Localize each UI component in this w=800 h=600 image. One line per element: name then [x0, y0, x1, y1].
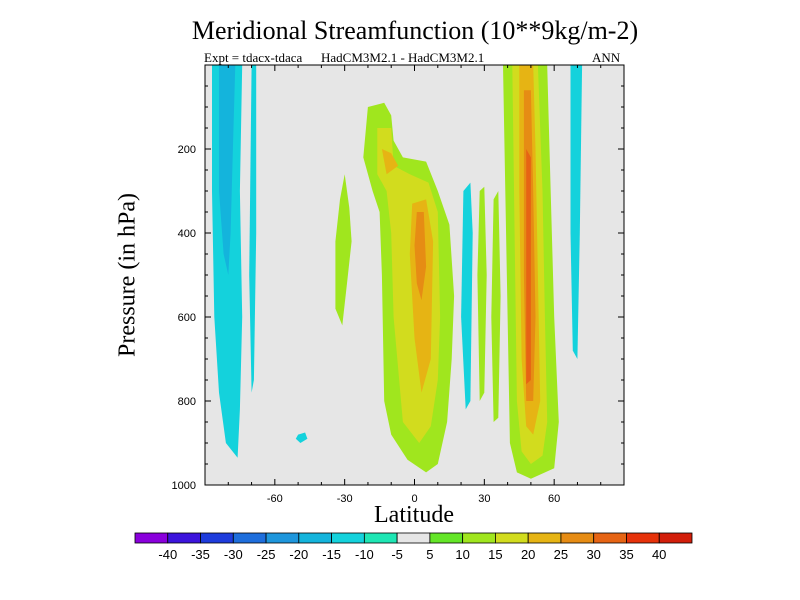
colorbar-label: -25 — [257, 547, 276, 562]
contour-region-blue-blob-south — [295, 432, 308, 443]
contour-region-cyan-strip-nh — [570, 65, 583, 359]
colorbar-swatch — [658, 532, 693, 544]
colorbar-swatch — [134, 532, 169, 544]
colorbar-label: -30 — [224, 547, 243, 562]
contour-region-green-lobe-subtropics — [335, 174, 352, 326]
contour-region-green-strip-b — [491, 191, 501, 422]
x-tick-label: -30 — [337, 493, 353, 505]
y-tick-label: 800 — [178, 396, 196, 408]
contour-region-yellow-cell — [381, 149, 399, 175]
colorbar-label: 10 — [455, 547, 469, 562]
colorbar-label: 15 — [488, 547, 502, 562]
experiment-label: Expt = tdacx-tdaca — [204, 50, 303, 65]
colorbar-label: 35 — [619, 547, 633, 562]
colorbar-swatch — [626, 532, 660, 544]
contour-region-green-strip-a — [477, 186, 487, 401]
colorbar-label: -20 — [289, 547, 308, 562]
x-tick-label: 60 — [548, 493, 560, 505]
colorbar-label: -40 — [158, 547, 177, 562]
x-tick-label: 0 — [411, 493, 417, 505]
y-tick-label: 400 — [178, 228, 196, 240]
y-tick-label: 600 — [178, 312, 196, 324]
colorbar-swatch — [429, 532, 464, 544]
colorbar-swatch — [232, 532, 267, 544]
model-comparison-label: HadCM3M2.1 - HadCM3M2.1 — [321, 50, 485, 65]
contour-region-orange-core — [414, 212, 427, 301]
colorbar-label: 40 — [652, 547, 666, 562]
colorbar-label: 20 — [521, 547, 535, 562]
colorbar-swatch — [298, 532, 332, 544]
colorbar-label: -35 — [191, 547, 210, 562]
colorbar-label: 5 — [426, 547, 433, 562]
colorbar-swatch — [331, 532, 365, 544]
colorbar-swatch — [167, 532, 201, 544]
chart-title: Meridional Streamfunction (10**9kg/m-2) — [191, 16, 639, 45]
colorbar-swatch — [396, 532, 431, 544]
colorbar-label: 30 — [586, 547, 600, 562]
contour-region-blue-band-left-inner — [219, 65, 236, 275]
colorbar-label: 25 — [554, 547, 568, 562]
colorbar-swatch — [265, 532, 300, 544]
y-tick-label: 200 — [178, 144, 196, 156]
x-tick-label: -60 — [267, 493, 283, 505]
colorbar-label: -5 — [391, 547, 403, 562]
colorbar-swatch — [495, 532, 529, 544]
contour-region-cyan-mid-strip — [461, 182, 473, 410]
x-tick-label: 30 — [478, 493, 490, 505]
x-axis-label: Latitude — [374, 502, 454, 528]
colorbar-swatch — [363, 532, 398, 544]
y-tick-label: 1000 — [172, 480, 196, 492]
colorbar-label: -15 — [322, 547, 341, 562]
colorbar-swatch — [462, 532, 496, 544]
colorbar-label: -10 — [355, 547, 374, 562]
contour-region-dark-orange-core-nh — [526, 149, 531, 385]
colorbar-swatch — [200, 532, 234, 544]
colorbar-swatch — [527, 532, 562, 544]
season-label: ANN — [592, 50, 621, 65]
colorbar-swatch — [593, 532, 627, 544]
contour-region-blue-band-left-strip — [249, 65, 257, 393]
colorbar-swatch — [560, 532, 595, 544]
